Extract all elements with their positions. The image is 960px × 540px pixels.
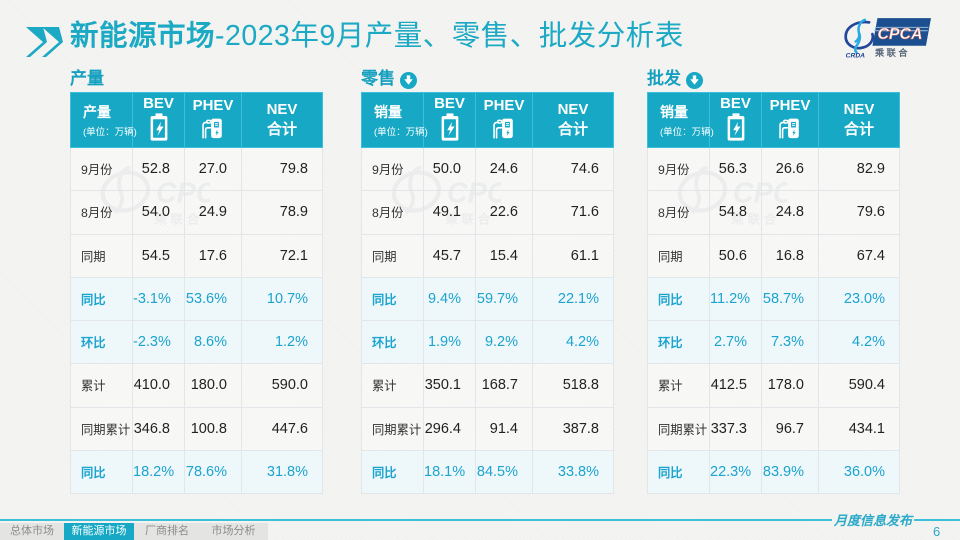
svg-text:CRDA: CRDA <box>846 52 865 59</box>
svg-text:乘联合: 乘联合 <box>874 47 910 58</box>
svg-text:CPCA: CPCA <box>877 26 922 43</box>
